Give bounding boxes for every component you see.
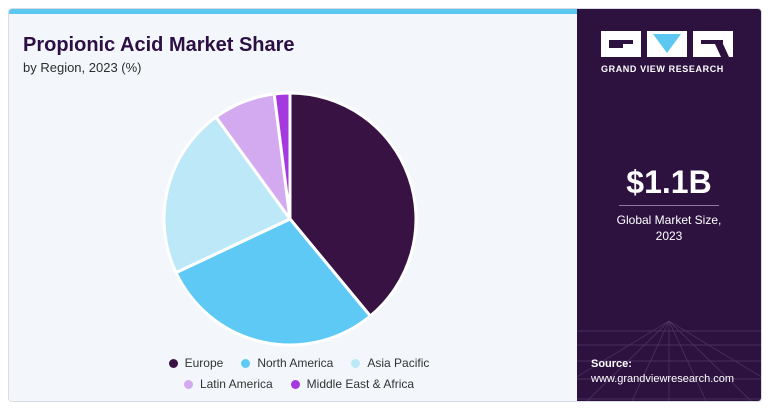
logo-text: GRAND VIEW RESEARCH [601, 64, 724, 74]
chart-subtitle: by Region, 2023 (%) [23, 60, 142, 75]
logo-marks [601, 31, 737, 57]
legend-swatch-asia-pacific [351, 358, 361, 368]
source-url[interactable]: www.grandviewresearch.com [591, 373, 735, 385]
gvr-logo: GRAND VIEW RESEARCH [601, 31, 737, 74]
legend-row-1: Europe North America Asia Pacific [99, 356, 499, 370]
logo-mark-r [693, 31, 733, 57]
brand-panel: GRAND VIEW RESEARCH $1.1B Global Market … [577, 9, 761, 401]
market-size-label: Global Market Size, 2023 [577, 212, 761, 244]
legend-item-asia-pacific: Asia Pacific [351, 356, 429, 370]
legend-label-asia-pacific: Asia Pacific [367, 356, 430, 370]
market-size-value: $1.1B [626, 164, 712, 200]
legend-label-europe: Europe [184, 356, 224, 370]
pie-slice-asia-pacific [162, 115, 292, 275]
kpi-divider [619, 205, 719, 206]
legend-label-latin-america: Latin America [199, 377, 273, 391]
legend-swatch-latin-america [183, 379, 193, 389]
legend-label-north-america: North America [257, 356, 334, 370]
pie-slice-europe [288, 91, 418, 318]
legend-row-2: Latin America Middle East & Africa [99, 377, 499, 391]
legend-item-middle-east-africa: Middle East & Africa [290, 377, 415, 391]
source-label: Source: [591, 358, 632, 370]
logo-mark-v [647, 31, 687, 57]
legend-item-north-america: North America [241, 356, 333, 370]
logo-mark-g [601, 31, 641, 57]
legend-swatch-europe [168, 358, 178, 368]
pie-slice-middle-east-africa [272, 91, 292, 221]
pie-chart [162, 91, 418, 347]
market-size-label-line2: 2023 [655, 229, 683, 243]
market-size-label-line1: Global Market Size, [616, 213, 722, 227]
legend-swatch-north-america [241, 358, 251, 368]
legend-label-middle-east-africa: Middle East & Africa [306, 377, 415, 391]
legend-item-europe: Europe [168, 356, 224, 370]
legend-swatch-middle-east-africa [290, 379, 300, 389]
accent-bar [9, 9, 577, 14]
chart-title: Propionic Acid Market Share [23, 34, 295, 56]
chart-panel: Propionic Acid Market Share by Region, 2… [9, 14, 577, 401]
grid-decoration [577, 320, 761, 401]
source-note: Source: www.grandviewresearch.com [591, 357, 734, 387]
legend-item-latin-america: Latin America [183, 377, 273, 391]
chart-card: Propionic Acid Market Share by Region, 2… [8, 8, 762, 402]
